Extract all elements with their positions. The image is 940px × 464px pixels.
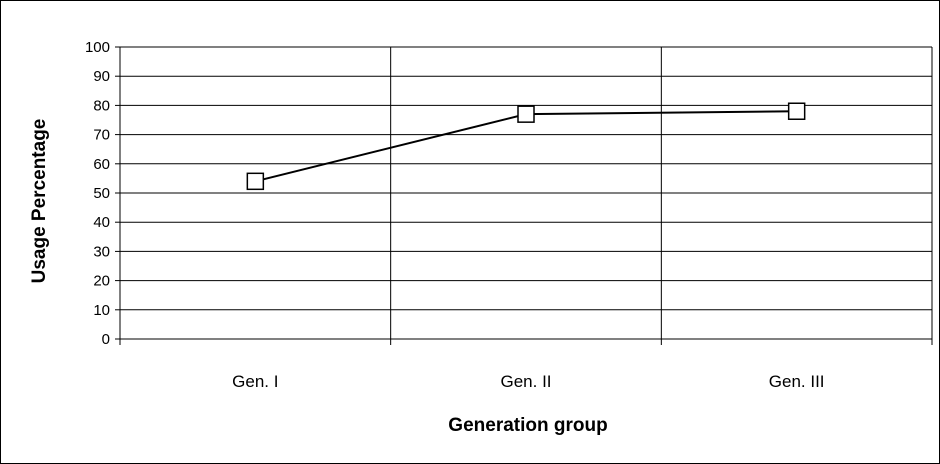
y-tick-label: 90 [93,68,110,85]
x-tick-labels: Gen. I Gen. II Gen. III [232,372,824,391]
y-axis-title: Usage Percentage [29,119,50,284]
y-tick-label: 50 [93,185,110,202]
axes [115,46,933,345]
y-tick-label: 60 [93,156,110,173]
y-tick-label: 0 [102,331,110,348]
series-group [246,102,806,191]
y-tick-label: 70 [93,127,110,144]
y-tick-label: 100 [85,39,110,56]
data-point-marker [246,172,265,191]
data-point-marker [787,102,806,120]
x-tick-label: Gen. III [769,372,825,391]
x-tick-label: Gen. II [500,372,551,391]
y-tick-label: 20 [93,273,110,290]
gridlines [120,46,933,339]
y-tick-label: 80 [93,97,110,114]
y-tick-label: 40 [93,214,110,231]
y-tick-label: 30 [93,243,110,260]
y-tick-label: 10 [93,302,110,319]
data-point-marker [517,105,535,123]
x-axis-title: Generation group [448,415,607,436]
y-tick-labels: 0 10 20 30 40 50 60 70 80 90 100 [85,39,110,348]
x-tick-label: Gen. I [232,372,278,391]
